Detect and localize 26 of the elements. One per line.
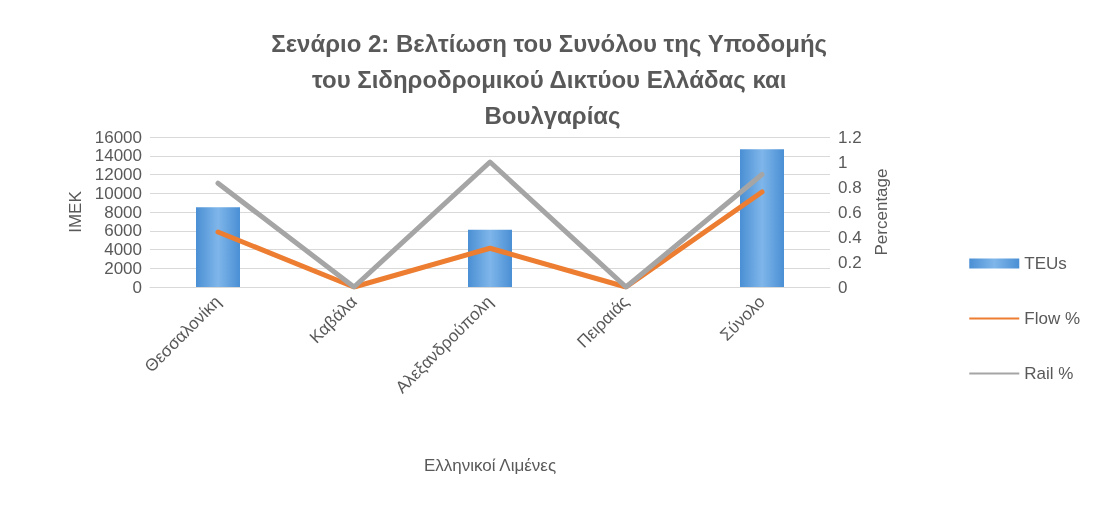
- y-tick-label: 12000: [94, 165, 142, 184]
- y2-tick-label: 0.8: [838, 177, 862, 197]
- y2-tick-label: 0: [838, 277, 848, 297]
- y2-tick-label: 1.2: [838, 127, 862, 147]
- legend-label: TEUs: [1024, 254, 1067, 273]
- chart-title: Σενάριο 2: Βελτίωση του Συνόλου της Υποδομής του Σιδηροδρομικού Δικτύου Ελλάδας και Βουλγαρίας: [271, 29, 834, 129]
- y-tick-label: 8000: [104, 202, 142, 222]
- y2-tick-label: 0.2: [838, 252, 862, 272]
- y2-tick-label: 0.6: [838, 202, 862, 222]
- y-axis-title: ΙΜΕΚ: [65, 190, 85, 233]
- y-tick-label: 0: [132, 277, 142, 297]
- legend-label: Flow %: [1024, 309, 1080, 328]
- y2-tick-label: 1: [838, 152, 848, 172]
- y-tick-label: 2000: [104, 258, 142, 278]
- y-tick-label: 16000: [94, 127, 142, 147]
- bar: [468, 229, 512, 287]
- y2-tick-label: 0.4: [838, 227, 862, 247]
- y-tick-label: 14000: [94, 146, 142, 166]
- y-tick-label: 4000: [104, 240, 142, 259]
- legend-label: Rail %: [1024, 364, 1074, 383]
- y-tick-label: 6000: [104, 221, 142, 241]
- x-axis-title: Ελληνικοί Λιμένες: [423, 456, 557, 475]
- y-tick-label: 10000: [94, 183, 142, 203]
- y2-axis-title: Percentage: [871, 168, 891, 256]
- bar: [740, 149, 784, 287]
- bar: [196, 207, 240, 287]
